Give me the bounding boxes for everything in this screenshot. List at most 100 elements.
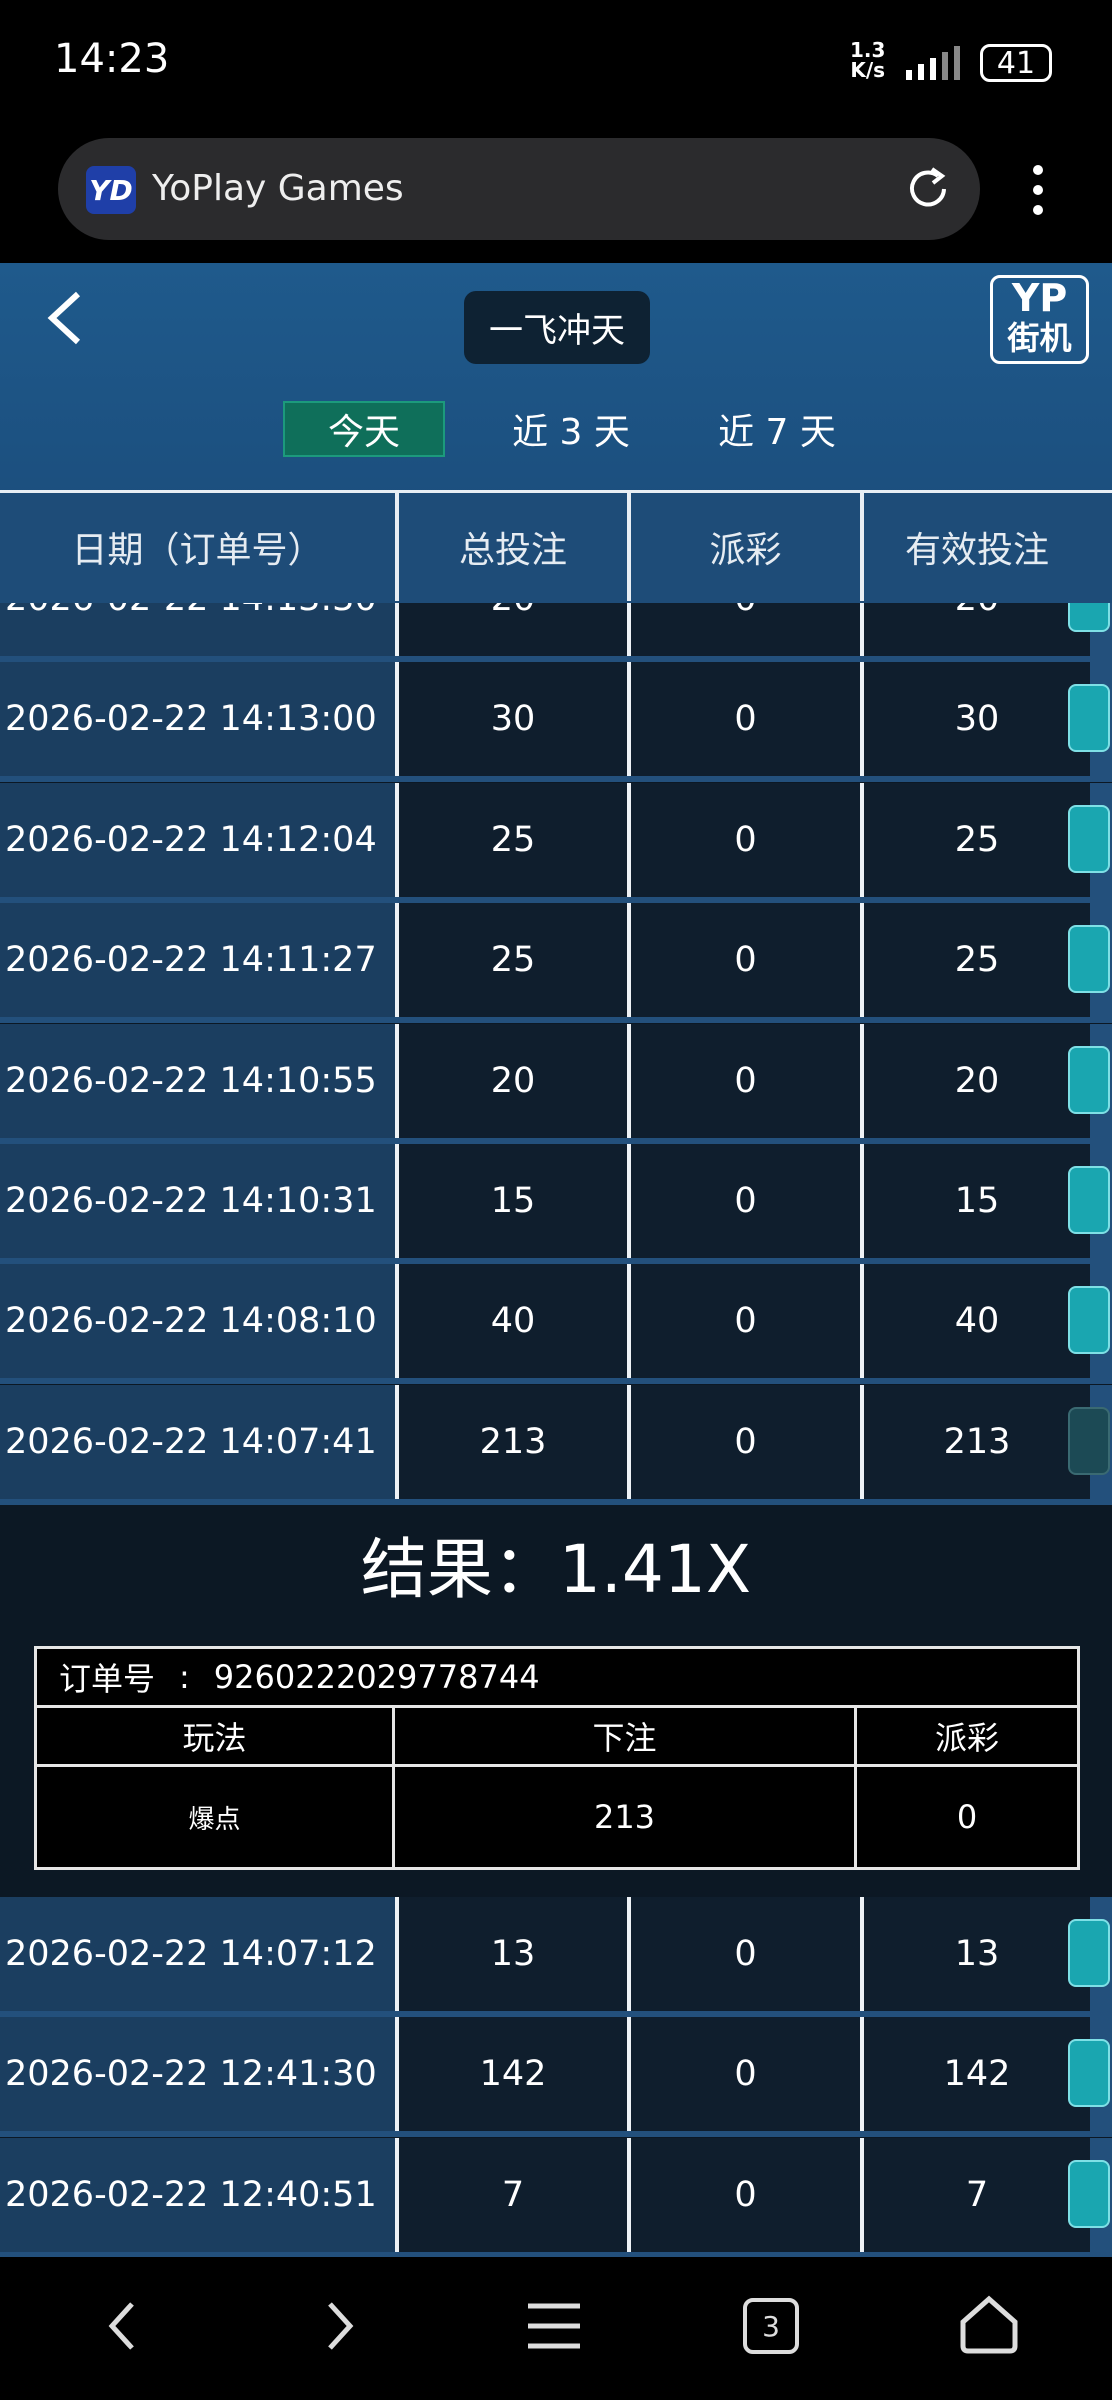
order-date: 2026-02-22 14:08:10	[0, 1264, 395, 1379]
total-bet: 142	[395, 2017, 627, 2132]
order-date: 2026-02-22 14:10:31	[0, 1144, 395, 1258]
payout: 0	[627, 1897, 860, 2011]
payout: 0	[627, 1023, 860, 1138]
battery: 41	[980, 44, 1052, 82]
detail-header: 派彩	[854, 1705, 1080, 1767]
order-no-row: 订单号:9260222029778744	[34, 1646, 1080, 1708]
total-bet: 7	[395, 2137, 627, 2252]
valid-bet: 30	[860, 662, 1090, 777]
payout: 0	[627, 1384, 860, 1499]
order-row[interactable]: 2026-02-22 14:13:3020020	[0, 603, 1112, 662]
payout: 0	[627, 662, 860, 777]
valid-bet: 40	[860, 1264, 1090, 1379]
result: 结果：1.41X	[0, 1505, 1112, 1622]
order-row[interactable]: 2026-02-22 14:10:55 20 0 20	[0, 1023, 1112, 1144]
tab-7days[interactable]: 近 7 天	[718, 412, 836, 453]
speed-value: 1.3	[850, 38, 886, 62]
order-row[interactable]: 2026-02-22 14:07:12 13 0 13	[0, 1897, 1112, 2017]
detail-cell: 0	[854, 1764, 1080, 1870]
order-row[interactable]: 2026-02-22 14:13:00 30 0 30	[0, 662, 1112, 783]
order-number: 9260222029778744	[213, 1658, 540, 1696]
back-button[interactable]	[40, 288, 90, 348]
detail-header: 玩法	[34, 1705, 395, 1767]
row-menu-button[interactable]	[1068, 1045, 1110, 1114]
order-row[interactable]: 2026-02-22 14:10:31 15 0 15	[0, 1144, 1112, 1264]
order-row[interactable]: 2026-02-22 14:11:27 25 0 25	[0, 903, 1112, 1024]
order-date: 2026-02-22 14:13:30	[0, 603, 395, 656]
order-row[interactable]: 2026-02-22 14:12:04 25 0 25	[0, 782, 1112, 903]
detail-cell: 爆点	[34, 1764, 395, 1870]
row-menu-button[interactable]	[1068, 1406, 1110, 1475]
order-date: 2026-02-22 14:12:04	[0, 782, 395, 897]
payout: 0	[627, 1144, 860, 1258]
total-bet: 25	[395, 903, 627, 1018]
valid-bet: 213	[860, 1384, 1090, 1499]
payout: 0	[627, 2017, 860, 2132]
speed-unit: K/s	[850, 58, 886, 82]
total-bet: 20	[395, 1023, 627, 1138]
row-menu-button[interactable]	[1068, 2159, 1110, 2228]
menu-button[interactable]	[1020, 160, 1056, 220]
total-bet: 25	[395, 782, 627, 897]
valid-bet: 25	[860, 782, 1090, 897]
nav-tabs[interactable]: 3	[743, 2298, 799, 2354]
detail-header: 下注	[392, 1705, 857, 1767]
payout: 0	[627, 782, 860, 897]
net-speed: 1.3 K/s	[850, 40, 885, 80]
site-logo: YD	[86, 166, 136, 214]
brand-logo: YP 街机	[990, 275, 1089, 364]
clock: 14:23	[54, 36, 170, 82]
row-menu-button[interactable]	[1068, 804, 1110, 873]
address-bar[interactable]	[58, 138, 980, 240]
column-header: 总投注	[395, 493, 627, 601]
total-bet: 20	[395, 603, 627, 656]
order-row[interactable]: 2026-02-22 12:40:51 7 0 7	[0, 2137, 1112, 2257]
nav-back[interactable]	[100, 2296, 144, 2356]
valid-bet: 25	[860, 903, 1090, 1018]
order-list: 2026-02-22 14:13:30200202026-02-22 14:13…	[0, 603, 1112, 2257]
tab-today[interactable]: 今天	[283, 401, 445, 457]
row-menu-button[interactable]	[1068, 603, 1110, 632]
logo-top: YP	[1011, 276, 1068, 320]
total-bet: 13	[395, 1897, 627, 2011]
payout: 0	[627, 603, 860, 656]
payout: 0	[627, 2137, 860, 2252]
column-header: 有效投注	[860, 493, 1090, 601]
row-menu-button[interactable]	[1068, 1919, 1110, 1987]
reload-button[interactable]	[902, 163, 954, 215]
valid-bet: 15	[860, 1144, 1090, 1258]
payout: 0	[627, 1264, 860, 1379]
total-bet: 30	[395, 662, 627, 777]
order-row[interactable]: 2026-02-22 12:41:30 142 0 142	[0, 2017, 1112, 2138]
total-bet: 40	[395, 1264, 627, 1379]
order-date: 2026-02-22 14:11:27	[0, 903, 395, 1018]
nav-home[interactable]	[958, 2294, 1020, 2356]
order-label: 订单号	[59, 1660, 156, 1698]
game-title: 一飞冲天	[464, 291, 650, 364]
column-header: 日期（订单号）	[71, 530, 324, 571]
order-row[interactable]: 2026-02-22 14:07:41 213 0 213	[0, 1384, 1112, 1505]
order-date: 2026-02-22 14:07:12	[0, 1897, 395, 2011]
tab-3days[interactable]: 近 3 天	[512, 412, 630, 453]
row-menu-button[interactable]	[1068, 1166, 1110, 1234]
site-title: YoPlay Games	[152, 168, 404, 209]
valid-bet: 13	[860, 1897, 1090, 2011]
payout: 0	[627, 903, 860, 1018]
order-date: 2026-02-22 12:41:30	[0, 2017, 395, 2132]
nav-forward[interactable]	[318, 2296, 362, 2356]
row-menu-button[interactable]	[1068, 925, 1110, 994]
row-menu-button[interactable]	[1068, 1286, 1110, 1355]
order-date: 2026-02-22 12:40:51	[0, 2137, 395, 2252]
row-menu-button[interactable]	[1068, 684, 1110, 753]
order-row[interactable]: 2026-02-22 14:08:10 40 0 40	[0, 1264, 1112, 1385]
row-menu-button[interactable]	[1068, 2039, 1110, 2108]
signal-icon	[906, 46, 960, 80]
logo-bottom: 街机	[1007, 319, 1072, 357]
valid-bet: 20	[860, 603, 1090, 656]
table-header: 日期（订单号） 总投注 派彩 有效投注	[0, 490, 1112, 603]
nav-menu[interactable]	[526, 2300, 582, 2352]
order-date: 2026-02-22 14:13:00	[0, 662, 395, 777]
column-header: 派彩	[627, 493, 860, 601]
order-date: 2026-02-22 14:07:41	[0, 1384, 395, 1499]
detail-cell: 213	[392, 1764, 857, 1870]
